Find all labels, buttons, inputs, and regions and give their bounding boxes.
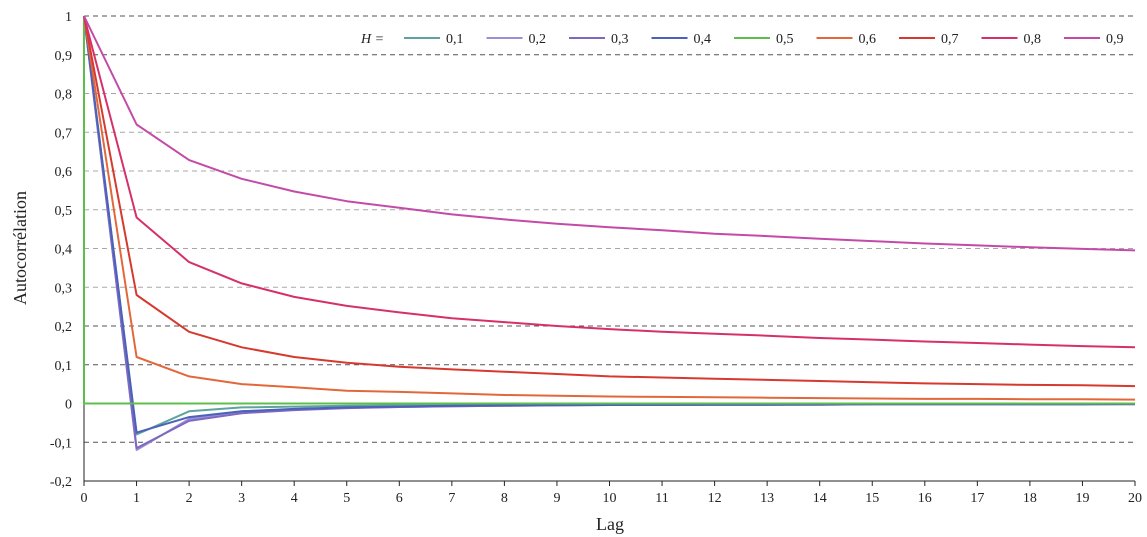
x-tick-label: 5 (343, 491, 350, 506)
x-tick-label: 18 (1023, 491, 1037, 506)
gridlines (84, 16, 1135, 442)
y-tick-label: 0,2 (55, 320, 73, 335)
series-lines (84, 16, 1135, 450)
x-tick-label: 10 (603, 491, 617, 506)
y-axis-title: Autocorrélation (10, 191, 30, 305)
y-tick-label: 0 (65, 398, 72, 413)
y-tick-label: 0,6 (55, 165, 73, 180)
y-tick-label: 1 (65, 10, 72, 25)
x-tick-label: 19 (1075, 491, 1089, 506)
x-tick-labels: 0 1 2 3 4 5 6 7 8 9 10 11 12 13 14 15 16 17 18 19 20 (81, 491, 1143, 506)
legend-label-4: 0,5 (776, 32, 794, 47)
x-tick-label: 15 (865, 491, 879, 506)
axes (84, 16, 1135, 486)
x-tick-label: 9 (553, 491, 560, 506)
legend-prefix: H = (360, 32, 384, 47)
y-tick-label: 0,4 (55, 243, 73, 258)
legend-label-3: 0,4 (694, 32, 712, 47)
y-tick-label: 0,8 (55, 88, 73, 103)
x-tick-label: 2 (186, 491, 193, 506)
legend-label-1: 0,2 (529, 32, 547, 47)
legend-label-6: 0,7 (941, 32, 959, 47)
x-tick-label: 20 (1128, 491, 1142, 506)
x-tick-label: 13 (760, 491, 774, 506)
x-tick-label: 4 (291, 491, 298, 506)
y-tick-label: 0,5 (55, 204, 73, 219)
x-tick-label: 14 (813, 491, 827, 506)
y-tick-label: 0,1 (55, 359, 73, 374)
x-tick-label: 11 (655, 491, 668, 506)
y-tick-label: -0,1 (50, 436, 72, 451)
y-tick-label: 0,7 (55, 126, 73, 141)
legend-label-2: 0,3 (611, 32, 629, 47)
series-line-7 (84, 16, 1135, 347)
series-line-6 (84, 16, 1135, 386)
series-line-0 (84, 16, 1135, 435)
x-tick-label: 12 (708, 491, 722, 506)
y-tick-labels: -0,2 -0,1 0 0,1 0,2 0,3 0,4 0,5 0,6 0,7 0,8 0,9 1 (50, 10, 72, 490)
legend-label-0: 0,1 (446, 32, 464, 47)
legend-label-5: 0,6 (859, 32, 877, 47)
x-tick-label: 6 (396, 491, 403, 506)
y-tick-label: 0,9 (55, 49, 73, 64)
x-tick-label: 3 (238, 491, 245, 506)
series-line-3 (84, 16, 1135, 433)
x-axis-title: Lag (596, 514, 624, 534)
legend-label-8: 0,9 (1106, 32, 1124, 47)
x-tick-label: 8 (501, 491, 508, 506)
legend-label-7: 0,8 (1024, 32, 1042, 47)
y-tick-label: 0,3 (55, 281, 73, 296)
x-tick-label: 0 (81, 491, 88, 506)
x-tick-label: 16 (918, 491, 932, 506)
x-tick-label: 17 (970, 491, 984, 506)
y-tick-label: -0,2 (50, 475, 72, 490)
x-tick-label: 7 (448, 491, 455, 506)
x-tick-label: 1 (133, 491, 140, 506)
